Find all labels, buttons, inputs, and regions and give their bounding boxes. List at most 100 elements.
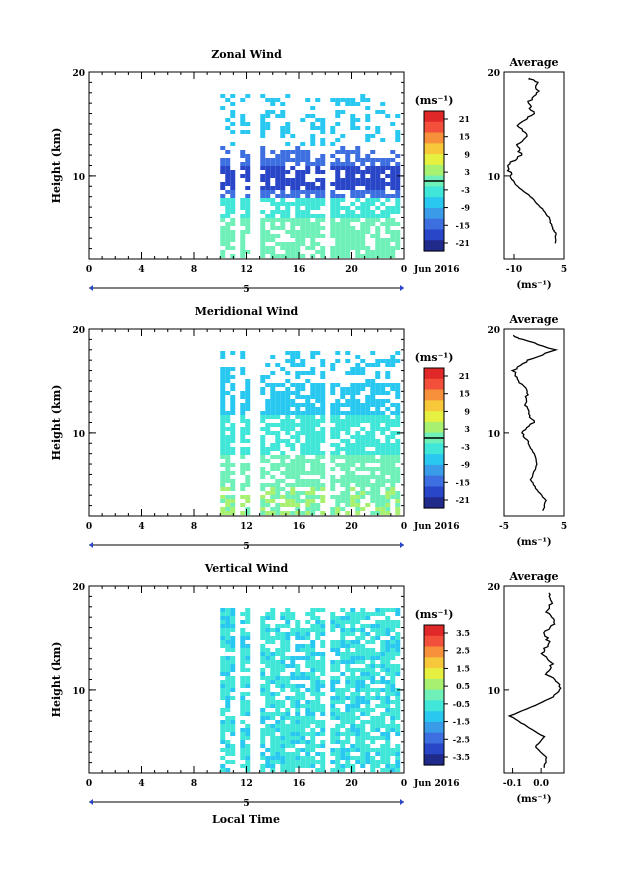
colorbar-swatch (424, 657, 444, 669)
y-axis-label: Height (km) (50, 642, 63, 718)
average-title: Average (508, 56, 558, 69)
average-x-tick-label: -10 (506, 265, 522, 275)
y-tick-label: 10 (72, 687, 85, 697)
x-tick-label: 20 (345, 265, 358, 275)
date-label: Jun 2016 (413, 265, 460, 275)
x-tick-label: 4 (138, 522, 144, 532)
x-tick-label: 0 (86, 265, 92, 275)
colorbar-swatch (424, 625, 444, 637)
colorbar-swatch (424, 635, 444, 648)
x-tick-label: 12 (240, 265, 253, 275)
colorbar-swatch (424, 121, 444, 134)
colorbar-swatch (424, 207, 444, 220)
colorbar-swatch (424, 411, 444, 423)
colorbar-tick-label: 3 (464, 424, 470, 434)
colorbar-swatch (424, 689, 444, 701)
x-tick-label: 20 (345, 779, 358, 789)
y-axis-label: Height (km) (50, 385, 63, 461)
colorbar-tick-label: -3 (461, 185, 470, 195)
colorbar-swatch (424, 111, 444, 123)
colorbar-swatch (424, 721, 444, 734)
date-label: Jun 2016 (413, 779, 460, 789)
colorbar-tick-label: 9 (464, 149, 470, 159)
colorbar-swatch (424, 378, 444, 391)
x-tick-label: 4 (138, 779, 144, 789)
x-tick-label: 0 (401, 522, 407, 532)
x-tick-label: 8 (191, 779, 197, 789)
colorbar-swatch (424, 732, 444, 745)
colorbar-tick-label: -21 (456, 495, 470, 505)
colorbar-swatch (424, 186, 444, 198)
colorbar-swatch (424, 229, 444, 241)
colorbar-swatch (424, 164, 444, 177)
colorbar-tick-label: -15 (456, 477, 470, 487)
colorbar-unit: (ms⁻¹) (415, 608, 454, 621)
colorbar-swatch (424, 132, 444, 144)
average-x-tick-label: -0.1 (503, 779, 522, 789)
colorbar-swatch (424, 464, 444, 477)
date-bar-end-marker (400, 542, 404, 548)
x-tick-label: 8 (191, 522, 197, 532)
colorbar-unit: (ms⁻¹) (415, 351, 454, 364)
colorbar-tick-label: -9 (461, 460, 470, 470)
x-tick-label: 4 (138, 265, 144, 275)
colorbar-tick-label: 21 (459, 371, 470, 381)
colorbar-frame (423, 624, 445, 766)
colorbar-swatch (424, 400, 444, 412)
x-axis-title: Local Time (212, 813, 280, 826)
average-frame (503, 328, 565, 517)
date-bar-start-marker (89, 799, 93, 805)
colorbar-swatch (424, 443, 444, 455)
colorbar-swatch (424, 700, 444, 712)
date-marker: 5 (243, 285, 249, 295)
x-tick-label: 12 (240, 522, 253, 532)
heatmap-field (220, 351, 401, 515)
panel-title: Vertical Wind (204, 562, 289, 575)
average-title: Average (508, 570, 558, 583)
colorbar-swatch (424, 497, 444, 509)
colorbar-tick-label: -3 (461, 442, 470, 452)
colorbar-swatch (424, 143, 444, 155)
colorbar-tick-label: 3.5 (456, 628, 470, 638)
average-profile-line (507, 592, 562, 768)
colorbar-swatch (424, 486, 444, 498)
colorbar-swatch (424, 240, 444, 252)
panel-0: Zonal Wind 0 4 8 12 16 20 0 10 20 Height (km) 5 Jun … (50, 48, 567, 295)
colorbar-swatch (424, 218, 444, 231)
colorbar-tick-label: 9 (464, 406, 470, 416)
colorbar-tick-label: 0.5 (456, 681, 470, 691)
x-tick-label: 0 (401, 779, 407, 789)
average-x-tick-label: -5 (499, 522, 509, 532)
colorbar-swatch (424, 197, 444, 209)
average-y-tick-label: 20 (487, 326, 500, 336)
y-tick-label: 10 (72, 430, 85, 440)
panel-title: Meridional Wind (195, 305, 299, 318)
average-y-tick-label: 20 (487, 69, 500, 79)
colorbar-tick-label: 3 (464, 167, 470, 177)
colorbar-swatch (424, 389, 444, 401)
average-y-tick-label: 10 (487, 173, 500, 183)
colorbar-tick-label: -1.5 (453, 717, 470, 727)
heatmap-field (220, 94, 401, 258)
average-y-tick-label: 10 (487, 430, 500, 440)
x-tick-label: 16 (293, 779, 306, 789)
average-y-tick-label: 10 (487, 687, 500, 697)
colorbar-tick-label: 15 (459, 132, 470, 142)
average-title: Average (508, 313, 558, 326)
panel-1: Meridional Wind 0 4 8 12 16 20 0 10 20 Height (km)… (50, 305, 567, 552)
colorbar-swatch (424, 454, 444, 466)
y-tick-label: 20 (72, 583, 85, 593)
colorbar-tick-label: 2.5 (456, 646, 470, 656)
x-tick-label: 8 (191, 265, 197, 275)
panel-2: Vertical Wind 0 4 8 12 16 20 0 10 20 Height (km) 5 J… (50, 562, 565, 809)
average-frame (503, 585, 565, 774)
y-tick-label: 20 (72, 69, 85, 79)
x-tick-label: 0 (86, 779, 92, 789)
x-tick-label: 0 (86, 522, 92, 532)
colorbar-tick-label: -15 (456, 220, 470, 230)
date-bar-end-marker (400, 799, 404, 805)
colorbar-swatch (424, 668, 444, 680)
colorbar-tick-label: 1.5 (456, 663, 470, 673)
